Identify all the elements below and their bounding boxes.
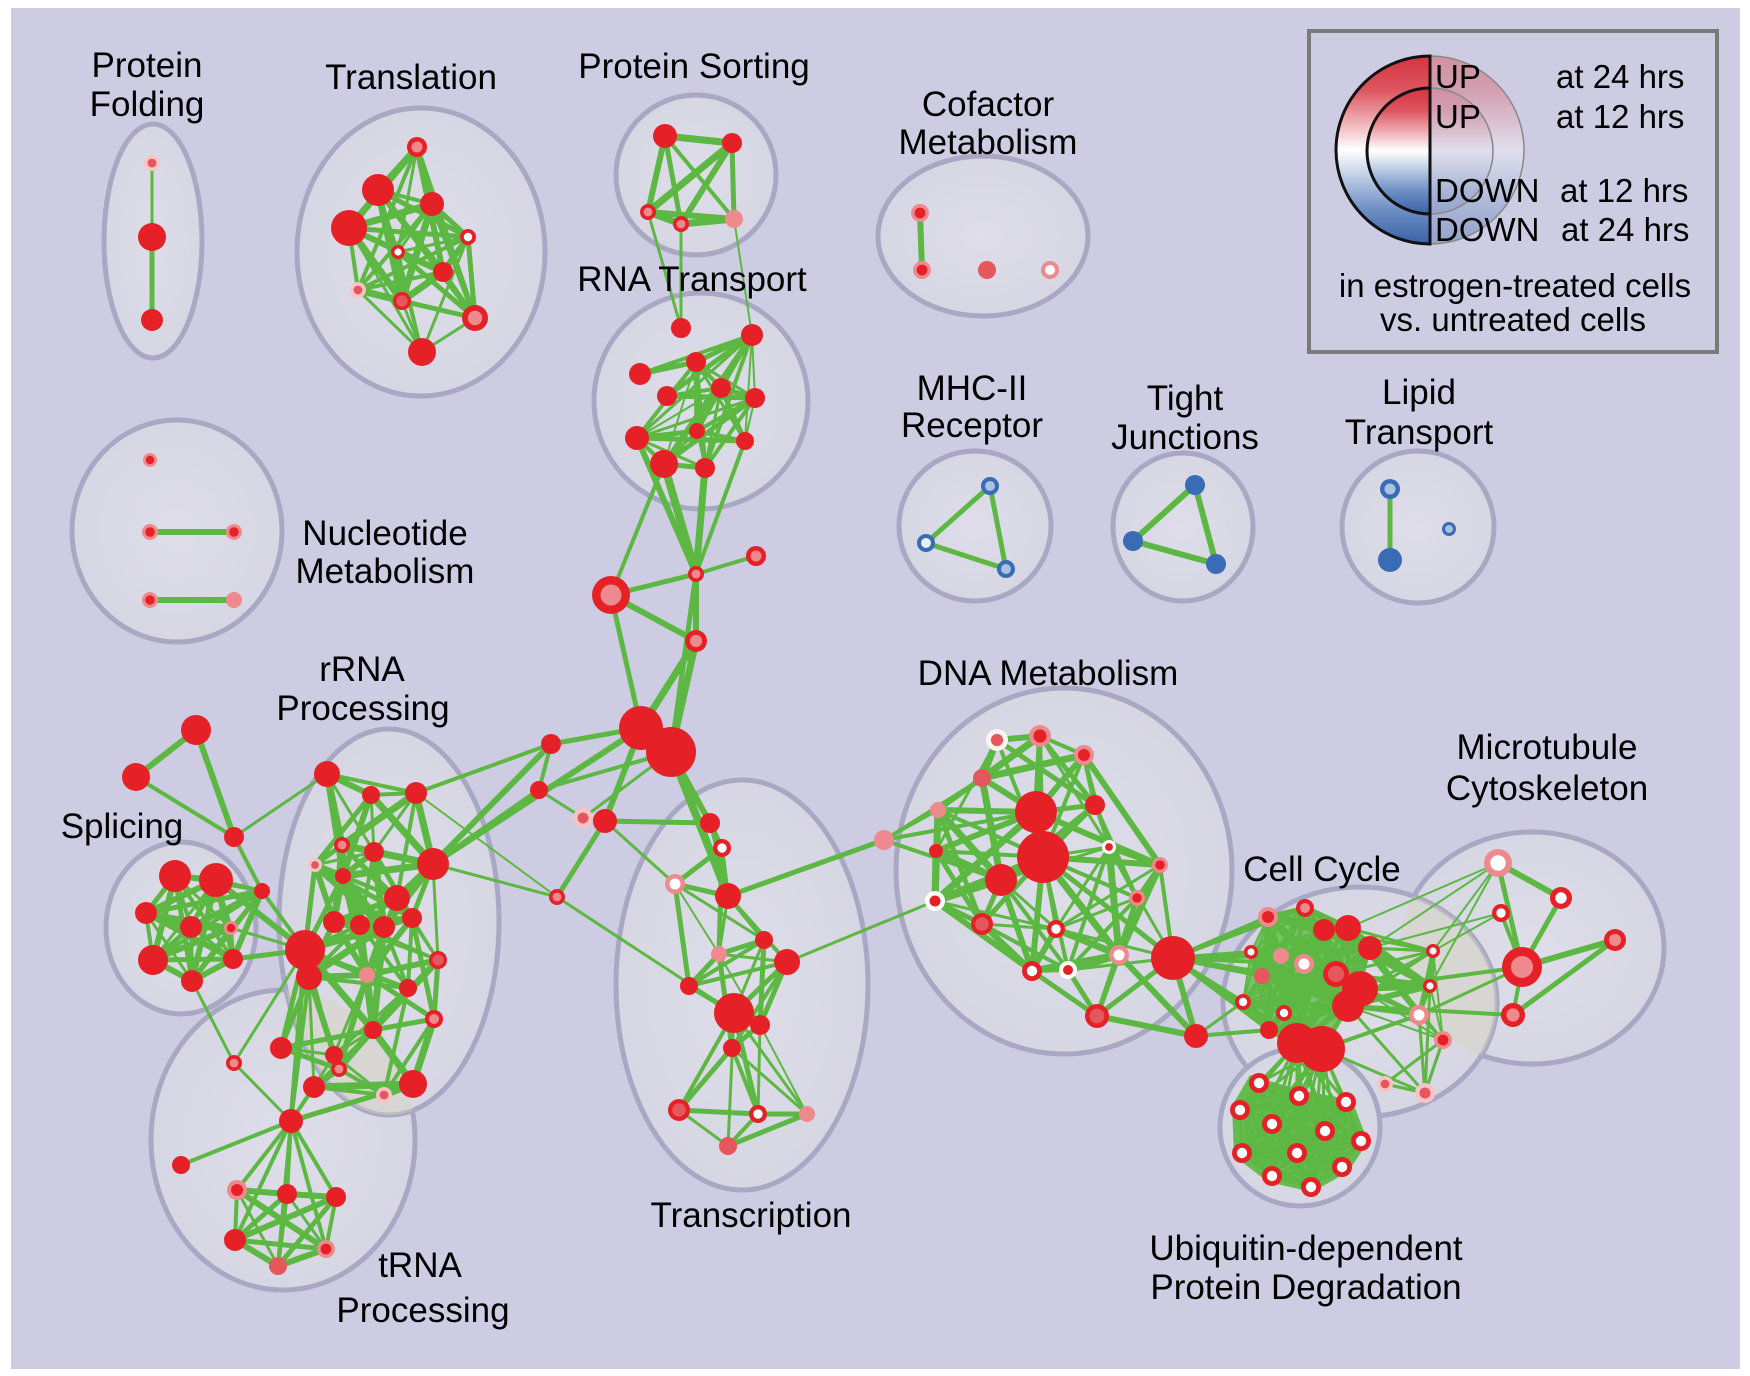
svg-text:Protein Sorting: Protein Sorting: [578, 47, 810, 86]
svg-text:DOWN: DOWN: [1435, 172, 1539, 209]
svg-text:Metabolism: Metabolism: [296, 552, 475, 591]
svg-text:at 12 hrs: at 12 hrs: [1560, 172, 1688, 209]
svg-text:Protein Degradation: Protein Degradation: [1150, 1268, 1461, 1307]
svg-text:Cofactor: Cofactor: [922, 85, 1055, 124]
svg-text:Translation: Translation: [325, 58, 497, 97]
svg-text:Splicing: Splicing: [61, 807, 184, 846]
svg-text:Lipid: Lipid: [1382, 373, 1456, 412]
svg-text:Junctions: Junctions: [1111, 418, 1259, 457]
svg-text:Tight: Tight: [1147, 379, 1224, 418]
svg-text:UP: UP: [1435, 58, 1481, 95]
svg-text:vs. untreated cells: vs. untreated cells: [1380, 301, 1646, 338]
svg-text:at 24 hrs: at 24 hrs: [1556, 58, 1684, 95]
svg-text:at 12 hrs: at 12 hrs: [1556, 98, 1684, 135]
svg-text:Metabolism: Metabolism: [899, 123, 1078, 162]
svg-text:in estrogen-treated cells: in estrogen-treated cells: [1339, 267, 1691, 304]
svg-text:RNA Transport: RNA Transport: [577, 260, 807, 299]
svg-text:UP: UP: [1435, 98, 1481, 135]
svg-text:tRNA: tRNA: [378, 1246, 462, 1285]
svg-text:DOWN: DOWN: [1435, 211, 1539, 248]
svg-text:Receptor: Receptor: [901, 406, 1043, 445]
svg-text:Processing: Processing: [336, 1291, 509, 1330]
svg-text:Processing: Processing: [276, 689, 449, 728]
svg-text:rRNA: rRNA: [319, 650, 405, 689]
svg-text:Protein: Protein: [92, 46, 203, 85]
svg-text:Nucleotide: Nucleotide: [302, 514, 467, 553]
svg-text:Cytoskeleton: Cytoskeleton: [1446, 769, 1648, 808]
svg-text:DNA Metabolism: DNA Metabolism: [918, 654, 1179, 693]
svg-text:Microtubule: Microtubule: [1457, 728, 1638, 767]
svg-text:Transcription: Transcription: [651, 1196, 852, 1235]
svg-text:Transport: Transport: [1345, 413, 1494, 452]
svg-text:Folding: Folding: [90, 85, 205, 124]
svg-text:Ubiquitin-dependent: Ubiquitin-dependent: [1149, 1229, 1463, 1268]
svg-text:at 24 hrs: at 24 hrs: [1561, 211, 1689, 248]
svg-text:MHC-II: MHC-II: [917, 369, 1028, 408]
svg-text:Cell Cycle: Cell Cycle: [1243, 850, 1401, 889]
